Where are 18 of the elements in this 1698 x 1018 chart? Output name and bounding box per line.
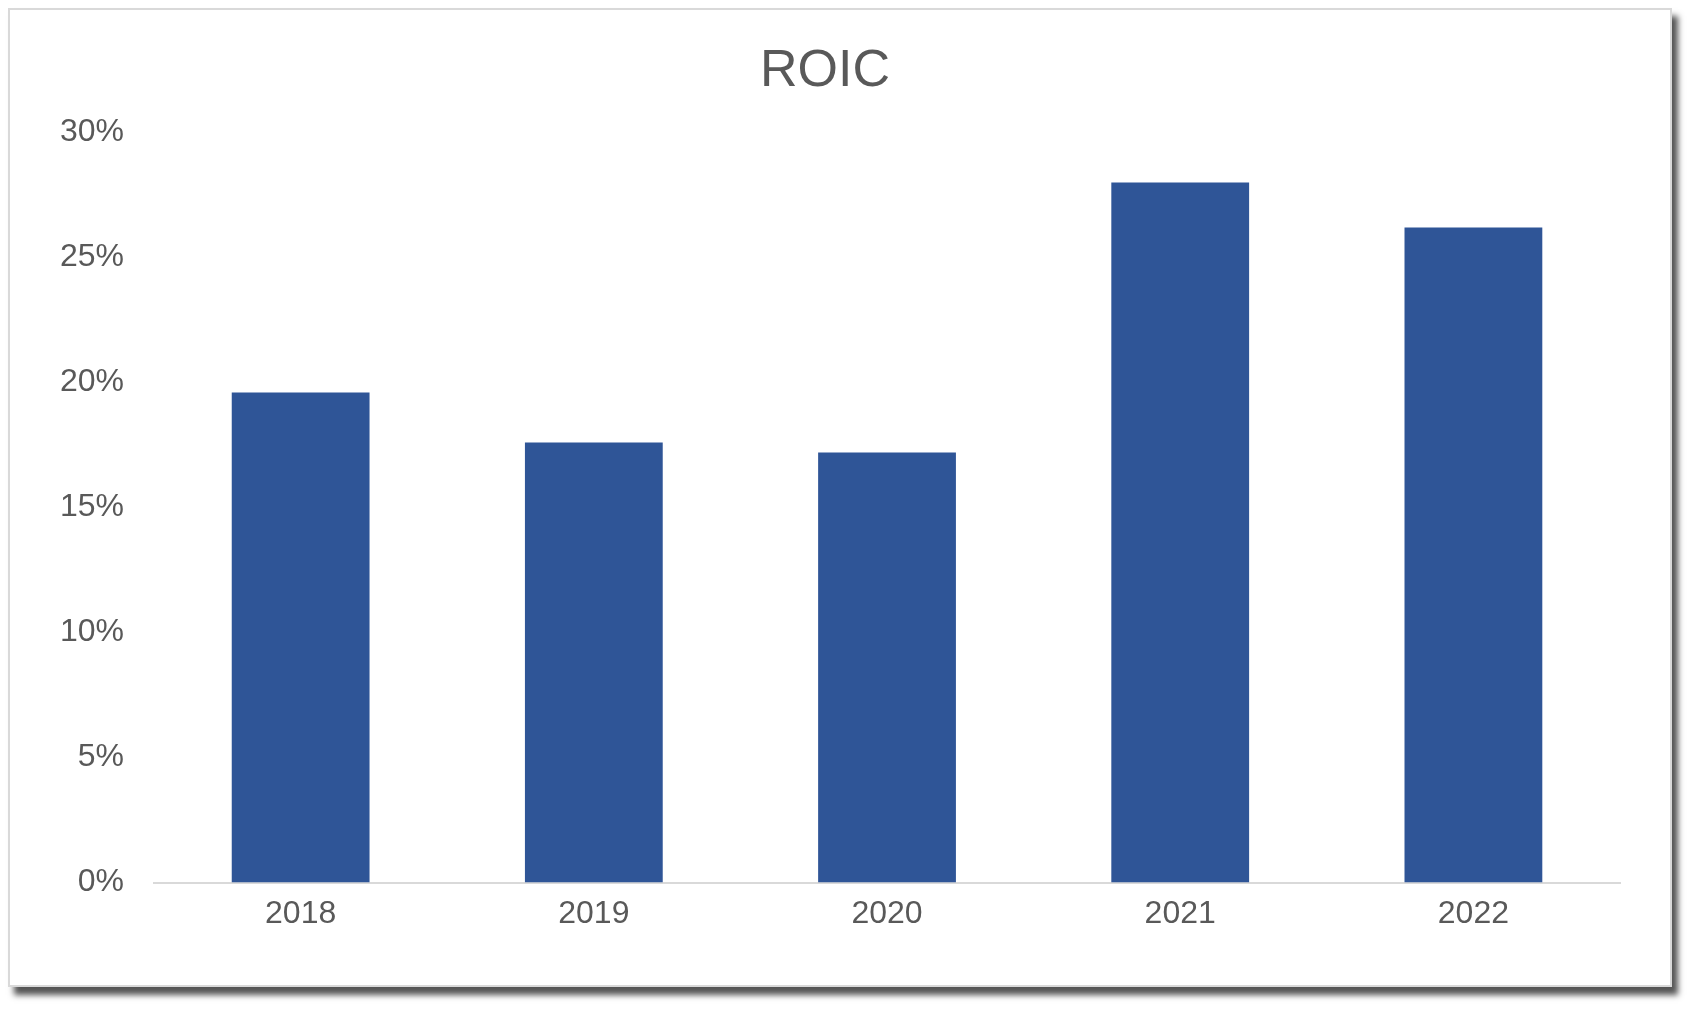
x-tick-label: 2019 — [558, 893, 630, 930]
bar — [1404, 227, 1543, 883]
chart-title: ROIC — [760, 38, 890, 97]
y-tick-label: 15% — [60, 487, 125, 524]
x-tick-label: 2020 — [851, 893, 923, 930]
bar — [818, 452, 956, 883]
y-tick-label: 0% — [77, 862, 125, 899]
y-tick-label: 5% — [77, 737, 125, 774]
y-tick-label: 10% — [60, 612, 125, 649]
bar — [231, 392, 370, 883]
y-tick-label: 20% — [60, 362, 125, 399]
bar — [524, 442, 663, 883]
y-tick-label: 25% — [60, 237, 125, 274]
x-tick-label: 2022 — [1437, 893, 1509, 930]
x-tick-label: 2021 — [1144, 893, 1216, 930]
bar — [1111, 182, 1250, 883]
y-tick-label: 30% — [60, 112, 125, 149]
x-tick-label: 2018 — [265, 893, 337, 930]
